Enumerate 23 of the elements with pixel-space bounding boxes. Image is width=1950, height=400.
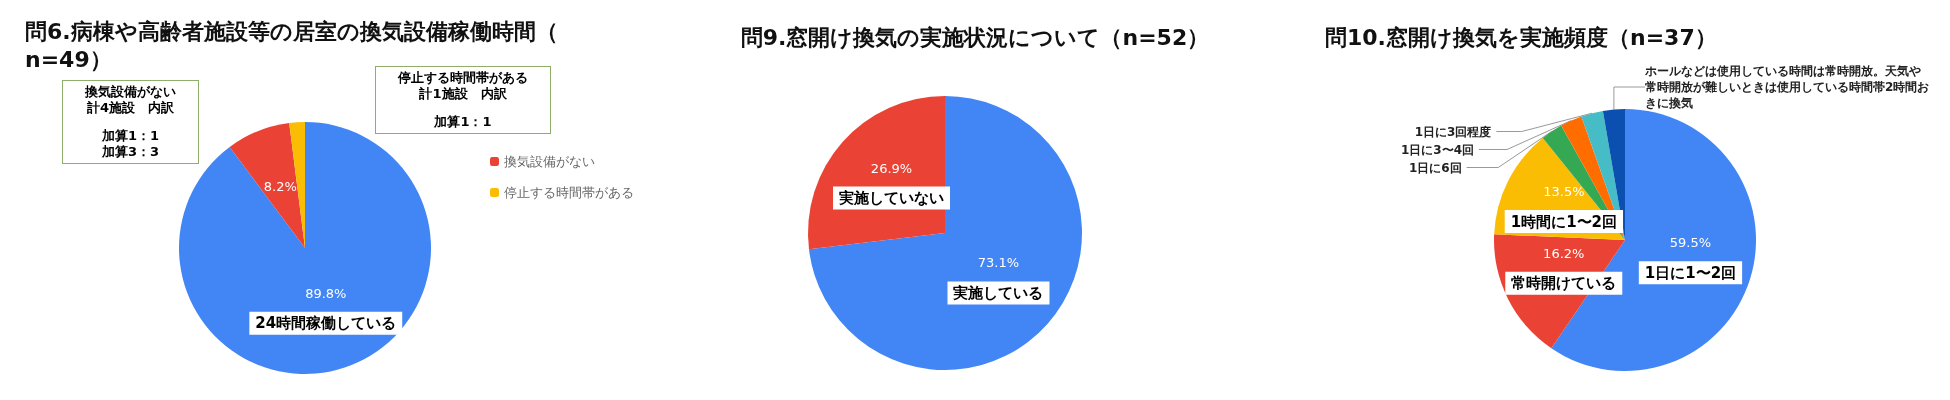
slice-label: 実施している (952, 283, 1044, 302)
slice-label: ホールなどは使用している時間は常時開放。天気や常時開放が難しいときは使用している時間帯2時間おきに換気 (1644, 64, 1930, 110)
slice-label: 1日に1〜2回 (1644, 263, 1737, 282)
chart-title: 問9.窓開け換気の実施状況について（n=52） (740, 24, 1210, 50)
data-label: 13.5% (1543, 184, 1585, 200)
data-label: 73.1% (977, 255, 1020, 271)
data-label: 16.2% (1543, 245, 1585, 261)
slice-label: 1時間に1〜2回 (1510, 212, 1618, 231)
callout-box: 換気設備がない 計4施設 内訳 加算1：1 加算3：3 (62, 80, 199, 164)
slice-label: 24時間稼働している (255, 314, 397, 333)
slice-label: 1日に3回程度 (1414, 124, 1492, 139)
chart-title: 問10.窓開け換気を実施頻度（n=37） (1325, 24, 1717, 50)
data-label: 59.5% (1669, 235, 1712, 251)
data-label: 26.9% (870, 160, 913, 176)
legend-label: 換気設備がない (504, 154, 595, 169)
legend-label: 停止する時間帯がある (504, 185, 634, 200)
data-label: 8.2% (263, 179, 297, 195)
slice-label: 実施していない (838, 189, 945, 208)
slice-label: 1日に3〜4回 (1400, 142, 1474, 157)
slice-label: 1日に6回 (1408, 160, 1462, 175)
slice-label: 常時開けている (1511, 274, 1617, 293)
callout-box: 停止する時間帯がある 計1施設 内訳 加算1：1 (375, 66, 551, 134)
data-label: 89.8% (305, 285, 347, 301)
